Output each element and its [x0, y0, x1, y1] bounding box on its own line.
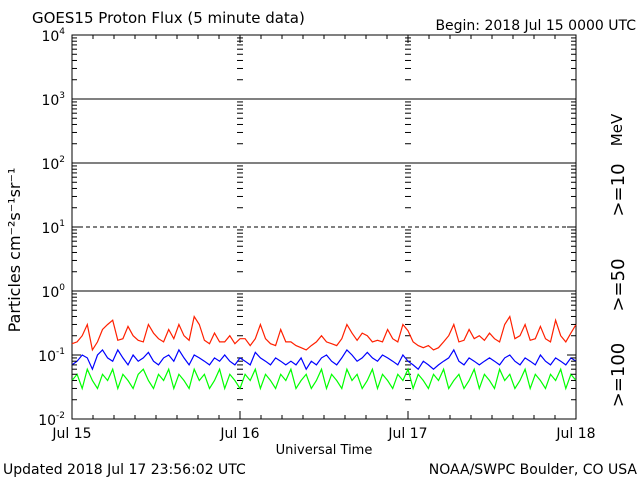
series-line-ge50: [71, 348, 577, 371]
x-tick-label: Jul 18: [555, 426, 595, 442]
y-tick-label: 102: [41, 155, 65, 173]
legend-series-ge100: >=100: [608, 343, 629, 408]
day-boundary-markers: [237, 37, 411, 401]
series-line-ge100: [71, 367, 577, 391]
series-line-ge10: [71, 314, 577, 352]
series-layer: [71, 314, 577, 391]
x-tick-label: Jul 16: [219, 426, 259, 442]
y-tick-label: 10-2: [38, 411, 65, 429]
y-tick-label: 10-1: [38, 347, 65, 365]
chart-title: GOES15 Proton Flux (5 minute data): [32, 9, 305, 27]
energy-legend: MeV >=10 >=50 >=100: [608, 113, 629, 407]
legend-series-ge10: >=10: [608, 163, 629, 216]
x-tick-label: Jul 17: [387, 426, 427, 442]
updated-timestamp: Updated 2018 Jul 17 23:56:02 UTC: [3, 462, 246, 478]
legend-series-ge50: >=50: [608, 258, 629, 311]
x-axis-label: Universal Time: [276, 443, 373, 458]
begin-time-label: Begin: 2018 Jul 15 0000 UTC: [435, 18, 636, 34]
y-axis-label: Particles cm⁻²s⁻¹sr⁻¹: [5, 168, 24, 333]
y-tick-label: 100: [41, 283, 65, 301]
x-axis-ticks: Jul 15 Jul 16 Jul 17 Jul 18: [51, 35, 596, 442]
y-axis-ticks: 10-2 10-1 100 101 102 103 104: [38, 27, 576, 429]
credit-label: NOAA/SWPC Boulder, CO USA: [429, 462, 638, 478]
y-tick-label: 101: [41, 219, 65, 237]
threshold-lines: [72, 98, 576, 292]
legend-unit: MeV: [608, 113, 626, 146]
y-tick-label: 104: [41, 27, 65, 45]
x-tick-label: Jul 15: [51, 426, 91, 442]
y-tick-label: 103: [41, 91, 65, 109]
